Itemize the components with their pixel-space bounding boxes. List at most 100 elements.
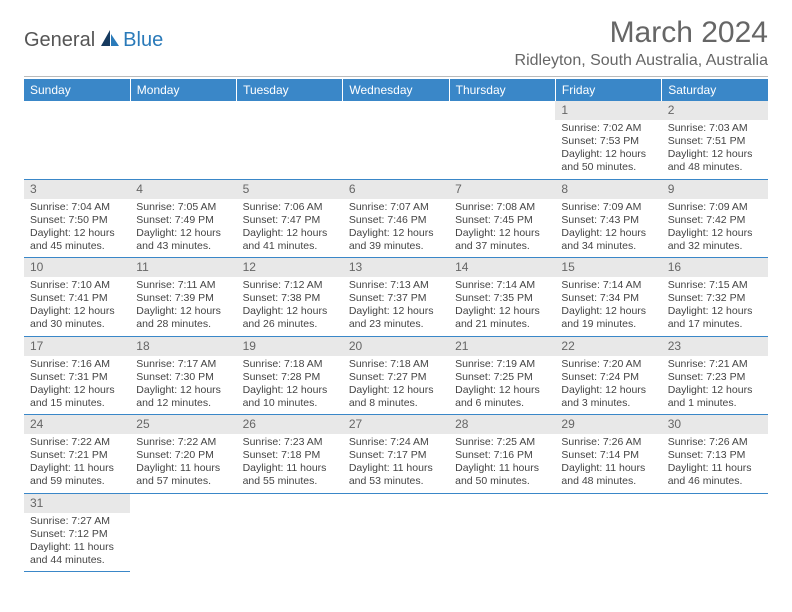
daylight-line: Daylight: 12 hours and 15 minutes.	[30, 384, 124, 410]
day-number: 3	[24, 180, 130, 199]
daylight-line: Daylight: 12 hours and 43 minutes.	[136, 227, 230, 253]
sunset-line: Sunset: 7:30 PM	[136, 371, 230, 384]
day-number: 9	[662, 180, 768, 199]
daylight-line: Daylight: 12 hours and 8 minutes.	[349, 384, 443, 410]
empty-cell	[130, 101, 236, 179]
day-number: 5	[237, 180, 343, 199]
day-body: Sunrise: 7:18 AMSunset: 7:28 PMDaylight:…	[237, 356, 343, 415]
day-body: Sunrise: 7:02 AMSunset: 7:53 PMDaylight:…	[555, 120, 661, 179]
empty-cell	[130, 493, 236, 572]
sunset-line: Sunset: 7:43 PM	[561, 214, 655, 227]
day-number: 14	[449, 258, 555, 277]
empty-cell	[449, 493, 555, 572]
daylight-line: Daylight: 11 hours and 53 minutes.	[349, 462, 443, 488]
sunset-line: Sunset: 7:12 PM	[30, 528, 124, 541]
divider	[24, 76, 768, 77]
day-number: 25	[130, 415, 236, 434]
month-title: March 2024	[515, 16, 768, 50]
sunrise-line: Sunrise: 7:18 AM	[243, 358, 337, 371]
daylight-line: Daylight: 12 hours and 37 minutes.	[455, 227, 549, 253]
day-cell: 20Sunrise: 7:18 AMSunset: 7:27 PMDayligh…	[343, 336, 449, 415]
daylight-line: Daylight: 12 hours and 45 minutes.	[30, 227, 124, 253]
day-cell: 23Sunrise: 7:21 AMSunset: 7:23 PMDayligh…	[662, 336, 768, 415]
day-body: Sunrise: 7:09 AMSunset: 7:42 PMDaylight:…	[662, 199, 768, 258]
day-cell: 11Sunrise: 7:11 AMSunset: 7:39 PMDayligh…	[130, 258, 236, 337]
sunrise-line: Sunrise: 7:04 AM	[30, 201, 124, 214]
day-body: Sunrise: 7:22 AMSunset: 7:21 PMDaylight:…	[24, 434, 130, 493]
daylight-line: Daylight: 12 hours and 48 minutes.	[668, 148, 762, 174]
day-number: 1	[555, 101, 661, 120]
day-cell: 29Sunrise: 7:26 AMSunset: 7:14 PMDayligh…	[555, 415, 661, 494]
daylight-line: Daylight: 12 hours and 32 minutes.	[668, 227, 762, 253]
day-cell: 12Sunrise: 7:12 AMSunset: 7:38 PMDayligh…	[237, 258, 343, 337]
day-number: 17	[24, 337, 130, 356]
logo-text-blue: Blue	[123, 29, 163, 52]
sunset-line: Sunset: 7:14 PM	[561, 449, 655, 462]
sunset-line: Sunset: 7:45 PM	[455, 214, 549, 227]
day-number: 26	[237, 415, 343, 434]
sunrise-line: Sunrise: 7:11 AM	[136, 279, 230, 292]
day-body: Sunrise: 7:04 AMSunset: 7:50 PMDaylight:…	[24, 199, 130, 258]
day-body: Sunrise: 7:17 AMSunset: 7:30 PMDaylight:…	[130, 356, 236, 415]
day-cell: 27Sunrise: 7:24 AMSunset: 7:17 PMDayligh…	[343, 415, 449, 494]
day-number: 23	[662, 337, 768, 356]
day-number: 8	[555, 180, 661, 199]
day-body: Sunrise: 7:14 AMSunset: 7:35 PMDaylight:…	[449, 277, 555, 336]
day-body: Sunrise: 7:25 AMSunset: 7:16 PMDaylight:…	[449, 434, 555, 493]
sunrise-line: Sunrise: 7:22 AM	[30, 436, 124, 449]
day-body: Sunrise: 7:22 AMSunset: 7:20 PMDaylight:…	[130, 434, 236, 493]
sunrise-line: Sunrise: 7:06 AM	[243, 201, 337, 214]
day-number: 24	[24, 415, 130, 434]
sunset-line: Sunset: 7:37 PM	[349, 292, 443, 305]
sunset-line: Sunset: 7:50 PM	[30, 214, 124, 227]
day-cell: 13Sunrise: 7:13 AMSunset: 7:37 PMDayligh…	[343, 258, 449, 337]
daylight-line: Daylight: 12 hours and 6 minutes.	[455, 384, 549, 410]
sunrise-line: Sunrise: 7:24 AM	[349, 436, 443, 449]
empty-cell	[237, 101, 343, 179]
day-number: 2	[662, 101, 768, 120]
day-cell: 14Sunrise: 7:14 AMSunset: 7:35 PMDayligh…	[449, 258, 555, 337]
daylight-line: Daylight: 11 hours and 59 minutes.	[30, 462, 124, 488]
day-cell: 1Sunrise: 7:02 AMSunset: 7:53 PMDaylight…	[555, 101, 661, 179]
day-body: Sunrise: 7:18 AMSunset: 7:27 PMDaylight:…	[343, 356, 449, 415]
sunrise-line: Sunrise: 7:21 AM	[668, 358, 762, 371]
daylight-line: Daylight: 12 hours and 50 minutes.	[561, 148, 655, 174]
day-cell: 16Sunrise: 7:15 AMSunset: 7:32 PMDayligh…	[662, 258, 768, 337]
daylight-line: Daylight: 12 hours and 26 minutes.	[243, 305, 337, 331]
calendar-row: 17Sunrise: 7:16 AMSunset: 7:31 PMDayligh…	[24, 336, 768, 415]
day-number: 6	[343, 180, 449, 199]
calendar-row: 31Sunrise: 7:27 AMSunset: 7:12 PMDayligh…	[24, 493, 768, 572]
sunset-line: Sunset: 7:13 PM	[668, 449, 762, 462]
day-body: Sunrise: 7:24 AMSunset: 7:17 PMDaylight:…	[343, 434, 449, 493]
day-cell: 17Sunrise: 7:16 AMSunset: 7:31 PMDayligh…	[24, 336, 130, 415]
empty-cell	[662, 493, 768, 572]
day-cell: 22Sunrise: 7:20 AMSunset: 7:24 PMDayligh…	[555, 336, 661, 415]
daylight-line: Daylight: 12 hours and 19 minutes.	[561, 305, 655, 331]
day-body: Sunrise: 7:26 AMSunset: 7:13 PMDaylight:…	[662, 434, 768, 493]
sunrise-line: Sunrise: 7:09 AM	[561, 201, 655, 214]
logo: General Blue	[24, 28, 163, 53]
day-number: 29	[555, 415, 661, 434]
sunset-line: Sunset: 7:42 PM	[668, 214, 762, 227]
day-cell: 19Sunrise: 7:18 AMSunset: 7:28 PMDayligh…	[237, 336, 343, 415]
sunrise-line: Sunrise: 7:23 AM	[243, 436, 337, 449]
day-number: 27	[343, 415, 449, 434]
sunset-line: Sunset: 7:28 PM	[243, 371, 337, 384]
day-number: 16	[662, 258, 768, 277]
sunset-line: Sunset: 7:18 PM	[243, 449, 337, 462]
sunrise-line: Sunrise: 7:25 AM	[455, 436, 549, 449]
daylight-line: Daylight: 12 hours and 1 minutes.	[668, 384, 762, 410]
day-cell: 3Sunrise: 7:04 AMSunset: 7:50 PMDaylight…	[24, 179, 130, 258]
sunset-line: Sunset: 7:49 PM	[136, 214, 230, 227]
daylight-line: Daylight: 12 hours and 23 minutes.	[349, 305, 443, 331]
day-cell: 31Sunrise: 7:27 AMSunset: 7:12 PMDayligh…	[24, 493, 130, 572]
day-cell: 4Sunrise: 7:05 AMSunset: 7:49 PMDaylight…	[130, 179, 236, 258]
sunrise-line: Sunrise: 7:18 AM	[349, 358, 443, 371]
day-body: Sunrise: 7:16 AMSunset: 7:31 PMDaylight:…	[24, 356, 130, 415]
day-body: Sunrise: 7:23 AMSunset: 7:18 PMDaylight:…	[237, 434, 343, 493]
day-number: 11	[130, 258, 236, 277]
dow-header: Thursday	[449, 79, 555, 101]
calendar-row: 1Sunrise: 7:02 AMSunset: 7:53 PMDaylight…	[24, 101, 768, 179]
empty-cell	[449, 101, 555, 179]
daylight-line: Daylight: 11 hours and 57 minutes.	[136, 462, 230, 488]
